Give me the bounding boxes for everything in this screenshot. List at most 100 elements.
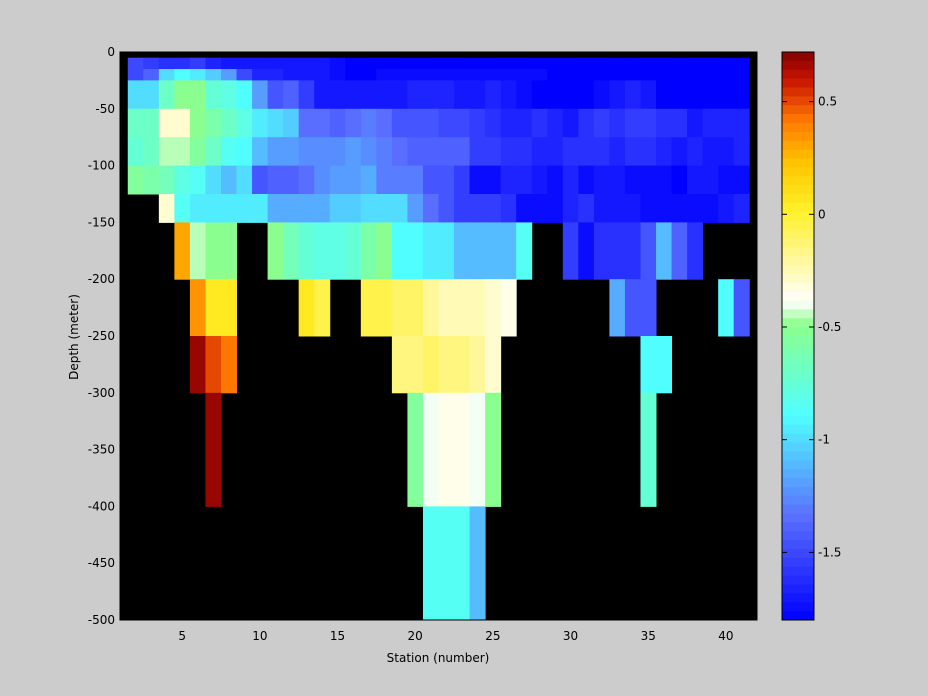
heatmap-cell (422, 165, 439, 195)
heatmap-cell (220, 222, 238, 280)
heatmap-cell (500, 137, 517, 167)
heatmap-cell (360, 137, 377, 167)
heatmap-cell (236, 69, 253, 81)
heatmap-cell (640, 279, 657, 337)
heatmap-cell (422, 392, 439, 507)
heatmap-cell (220, 137, 238, 167)
heatmap-cell (578, 137, 595, 167)
heatmap-cell (205, 336, 222, 394)
heatmap-cell (189, 222, 206, 280)
heatmap-cell (454, 165, 471, 195)
heatmap-cell (454, 137, 471, 167)
heatmap-cell (158, 165, 175, 195)
y-axis-label: Depth (meter) (67, 294, 81, 380)
x-tick-label: 5 (178, 629, 186, 643)
heatmap-cell (189, 194, 206, 223)
heatmap-cell (640, 222, 657, 280)
heatmap-cell (360, 57, 377, 70)
heatmap-cell (174, 80, 191, 110)
heatmap-cell (687, 108, 704, 138)
heatmap-cell (220, 69, 238, 81)
heatmap-cell (360, 108, 377, 138)
heatmap-cell (267, 165, 284, 195)
heatmap-cell (687, 80, 704, 110)
heatmap-cell (143, 165, 160, 195)
colorbar-segment (782, 362, 814, 372)
colorbar-segment (782, 540, 814, 550)
heatmap-cell (158, 194, 175, 223)
colorbar-segment (782, 424, 814, 435)
colorbar-segment (782, 185, 814, 195)
colorbar-segment (782, 69, 814, 80)
heatmap-cell (345, 137, 362, 167)
heatmap-cell (205, 194, 222, 223)
colorbar-segment (782, 194, 814, 204)
heatmap-cell (345, 108, 362, 138)
heatmap-cell (314, 222, 331, 280)
colorbar-segment (782, 176, 814, 186)
heatmap-cell (687, 137, 704, 167)
colorbar-segment (782, 460, 814, 470)
y-tick-label: -100 (88, 159, 115, 173)
heatmap-cell (391, 336, 408, 394)
colorbar-segment (782, 575, 814, 585)
colorbar-segment (782, 531, 814, 541)
heatmap-cell (687, 57, 704, 70)
heatmap-cell (733, 108, 750, 138)
heatmap-cell (422, 222, 439, 280)
heatmap-cell (624, 279, 641, 337)
heatmap-cell (127, 137, 144, 167)
colorbar-segment (782, 602, 814, 612)
heatmap-cell (422, 336, 439, 394)
colorbar-segment (782, 78, 814, 88)
y-tick-label: 0 (107, 45, 115, 59)
colorbar-segment (782, 238, 814, 248)
heatmap-cell (298, 194, 315, 223)
colorbar-segment (782, 229, 814, 239)
heatmap-cell (624, 222, 641, 280)
heatmap-cell (454, 69, 471, 81)
colorbar-segment (782, 557, 814, 568)
heatmap-cell (143, 57, 160, 70)
heatmap-cell (656, 194, 673, 223)
colorbar-segment (782, 451, 814, 461)
heatmap-cell (267, 194, 284, 223)
heatmap-cell (718, 194, 735, 223)
heatmap-cell (205, 222, 222, 280)
heatmap-cell (609, 57, 626, 70)
heatmap-cell (407, 108, 424, 138)
heatmap-cell (547, 69, 564, 81)
heatmap-cell (609, 222, 626, 280)
heatmap-cell (174, 165, 191, 195)
heatmap-cell (656, 80, 673, 110)
heatmap-cell (127, 108, 144, 138)
heatmap-cell (733, 194, 750, 223)
heatmap-cell (298, 69, 315, 81)
heatmap-cell (578, 165, 595, 195)
heatmap-cell (718, 279, 735, 337)
heatmap-cell (298, 165, 315, 195)
heatmap-cell (547, 165, 564, 195)
heatmap-cell (376, 165, 393, 195)
heatmap-cell (469, 222, 486, 280)
heatmap-cell (718, 137, 735, 167)
heatmap-cell (345, 194, 362, 223)
heatmap-cell (314, 165, 331, 195)
colorbar-segment (782, 202, 814, 213)
x-tick-label: 10 (252, 629, 267, 643)
colorbar-segment (782, 380, 814, 390)
heatmap-cell (189, 137, 206, 167)
colorbar-frame (781, 51, 815, 621)
heatmap-cell (609, 165, 626, 195)
heatmap-cell (329, 69, 346, 81)
heatmap-cell (391, 69, 408, 81)
heatmap-cell (469, 165, 486, 195)
heatmap-cell (283, 137, 300, 167)
heatmap-cell (687, 194, 704, 223)
heatmap-cell (189, 279, 206, 337)
colorbar-segment (782, 291, 814, 301)
heatmap-cell (189, 108, 206, 138)
colorbar-segment (782, 504, 814, 514)
heatmap-cell (314, 194, 331, 223)
heatmap-cell (656, 57, 673, 70)
